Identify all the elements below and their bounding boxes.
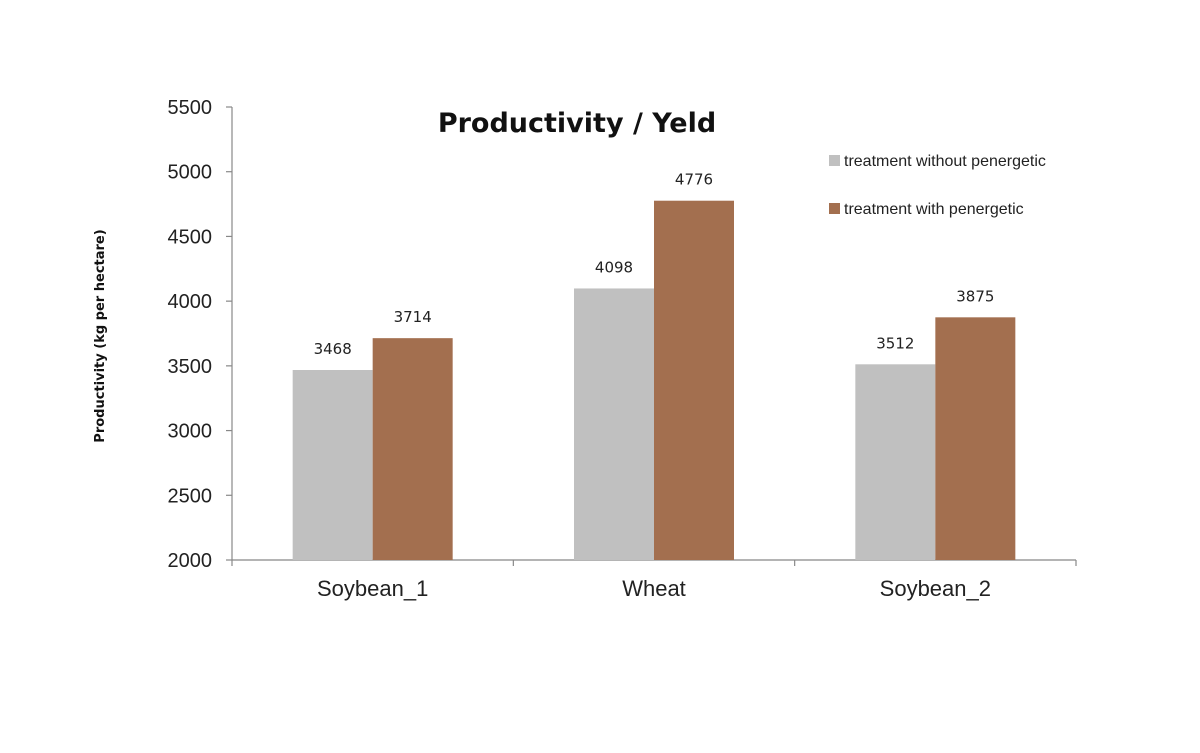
- chart-title: Productivity / Yeld: [438, 108, 716, 139]
- y-tick-label: 2000: [168, 550, 213, 572]
- data-labels: 3468 3714 4098 4776 3512 3875: [314, 171, 995, 358]
- data-label: 4776: [675, 171, 713, 189]
- y-ticks: 2000 2500 3000 3500 4000 4500 5000 5500: [168, 97, 232, 572]
- y-tick-label: 4000: [168, 291, 213, 313]
- y-tick-label: 5500: [168, 97, 213, 119]
- bar-without-soybean_1: [292, 369, 373, 560]
- y-tick-label: 3500: [168, 356, 213, 378]
- data-label: 3714: [394, 308, 432, 326]
- data-label: 3512: [876, 334, 914, 352]
- legend-label-with: treatment with penergetic: [844, 201, 1024, 218]
- category-label-soybean_1: Soybean_1: [317, 576, 428, 601]
- y-tick-label: 2500: [168, 485, 213, 507]
- legend-label-without: treatment without penergetic: [844, 153, 1046, 170]
- y-tick-label: 5000: [168, 162, 213, 184]
- bar-with-wheat: [654, 200, 734, 560]
- bars: [292, 200, 1016, 560]
- x-ticks: [231, 560, 1077, 566]
- bar-without-wheat: [574, 288, 654, 560]
- y-tick-label: 3000: [168, 421, 213, 443]
- category-label-wheat: Wheat: [622, 576, 686, 601]
- y-tick-label: 4500: [168, 226, 213, 248]
- y-axis-label: Productivity (kg per hectare): [93, 229, 108, 442]
- category-labels: Soybean_1 Wheat Soybean_2: [317, 576, 991, 601]
- category-label-soybean_2: Soybean_2: [880, 576, 991, 601]
- legend: treatment without penergetic treatment w…: [829, 153, 1046, 218]
- legend-swatch-with: [829, 203, 840, 214]
- data-label: 4098: [595, 258, 633, 276]
- bar-with-soybean_1: [372, 338, 453, 560]
- data-label: 3468: [314, 340, 352, 358]
- bar-without-soybean_2: [855, 364, 936, 560]
- data-label: 3875: [956, 287, 994, 305]
- legend-swatch-without: [829, 155, 840, 166]
- bar-with-soybean_2: [935, 317, 1016, 560]
